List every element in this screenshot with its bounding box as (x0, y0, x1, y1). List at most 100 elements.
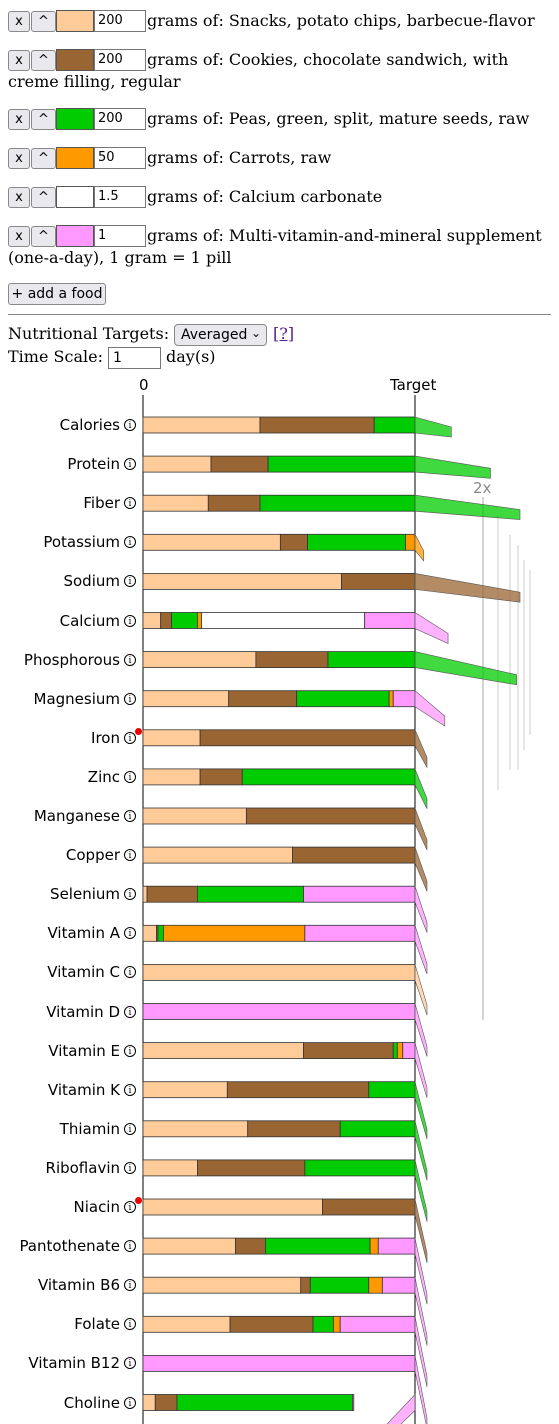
targets-select[interactable]: Averaged ⌄ (174, 324, 267, 346)
nutrient-label: Vitamin D (46, 1002, 120, 1021)
info-icon[interactable]: i (124, 770, 136, 783)
info-icon[interactable]: i (124, 1201, 136, 1213)
timescale-input[interactable]: 1 (108, 347, 161, 369)
info-icon[interactable]: i (124, 1161, 136, 1174)
info-icon[interactable]: i (124, 536, 136, 549)
info-icon[interactable]: i (124, 810, 136, 822)
bar-segment (377, 1237, 416, 1255)
food-color-swatch[interactable] (56, 108, 94, 130)
bar-segment (339, 1120, 416, 1138)
move-up-button[interactable]: ^ (31, 109, 56, 130)
bar-overflow-wedge (414, 1277, 428, 1346)
food-amount-input[interactable]: 50 (94, 147, 146, 169)
bar-overflow-wedge (414, 573, 521, 603)
bar-segment (199, 729, 416, 747)
info-icon[interactable]: i (124, 419, 136, 431)
bar-segment (352, 1394, 355, 1411)
food-amount-input[interactable]: 1 (94, 225, 146, 247)
divider (8, 314, 551, 315)
bar-segment (196, 612, 202, 629)
bar-segment (369, 1237, 379, 1255)
food-amount-input[interactable]: 200 (94, 108, 146, 130)
remove-food-button[interactable]: x (8, 50, 30, 71)
info-icon[interactable]: i (124, 1005, 136, 1018)
bar-segment (142, 573, 342, 590)
move-up-button[interactable]: ^ (31, 50, 56, 71)
food-color-swatch[interactable] (56, 49, 94, 71)
bar-segment (142, 1276, 302, 1294)
info-icon[interactable]: i (124, 1044, 136, 1057)
info-icon[interactable]: i (124, 1357, 136, 1370)
info-icon[interactable]: i (124, 1318, 136, 1331)
food-color-swatch[interactable] (56, 147, 94, 169)
info-icon[interactable]: i (124, 1083, 136, 1096)
remove-food-button[interactable]: x (8, 148, 30, 169)
move-up-button[interactable]: ^ (31, 226, 56, 247)
food-label: grams of: Peas, green, split, mature see… (147, 109, 530, 128)
remove-food-button[interactable]: x (8, 109, 30, 130)
info-icon[interactable]: i (124, 575, 136, 588)
food-color-swatch[interactable] (56, 186, 94, 208)
axis-target-label: Target (390, 376, 437, 394)
info-icon[interactable]: i (124, 1396, 136, 1409)
nutrient-label: Calcium (59, 611, 120, 630)
info-icon[interactable]: i (124, 692, 136, 705)
bar-segment (201, 612, 366, 629)
bar-segment (304, 924, 416, 942)
help-link[interactable]: [?] (273, 324, 295, 343)
bar-overflow-wedge (414, 1120, 428, 1181)
bar-segment (154, 1394, 178, 1411)
move-up-button[interactable]: ^ (31, 11, 56, 32)
nutrient-label: Selenium (50, 885, 120, 904)
bar-overflow-wedge (414, 886, 428, 933)
bar-overflow-wedge (414, 611, 449, 644)
info-icon[interactable]: i (124, 731, 136, 744)
bar-overflow-wedge (414, 807, 428, 851)
food-amount-input[interactable]: 200 (94, 10, 146, 32)
bar-segment (381, 1276, 416, 1294)
bar-segment (368, 1081, 416, 1099)
bar-segment (142, 651, 257, 668)
add-food-button[interactable]: + add a food (8, 283, 106, 305)
remove-food-button[interactable]: x (8, 226, 30, 247)
food-color-swatch[interactable] (56, 225, 94, 247)
bar-overflow-wedge (414, 729, 428, 769)
bar-segment (142, 768, 201, 786)
info-icon[interactable]: i (124, 966, 136, 979)
info-icon[interactable]: i (124, 497, 136, 510)
food-color-swatch[interactable] (56, 10, 94, 32)
info-icon[interactable]: i (124, 1240, 136, 1253)
remove-food-button[interactable]: x (8, 11, 30, 32)
food-label: grams of: Multi-vitamin-and-mineral supp… (147, 226, 542, 245)
axis-2x-label: 2x (473, 479, 492, 497)
bar-segment (259, 416, 375, 434)
bar-segment (241, 768, 416, 786)
bar-segment (142, 1237, 236, 1255)
bar-segment (388, 690, 394, 708)
info-icon[interactable]: i (124, 1279, 136, 1292)
food-amount-input[interactable]: 200 (94, 49, 146, 71)
bar-overflow-wedge (414, 1003, 428, 1057)
bar-segment (279, 533, 308, 551)
move-up-button[interactable]: ^ (31, 148, 56, 169)
nutrient-label: Zinc (87, 767, 120, 786)
bar-overflow-wedge (414, 964, 428, 1016)
nutrient-label: Riboflavin (45, 1158, 120, 1177)
move-up-button[interactable]: ^ (31, 187, 56, 208)
bar-segment (196, 885, 304, 903)
bar-segment (146, 885, 198, 903)
info-icon[interactable]: i (124, 927, 136, 940)
bar-segment (142, 1159, 198, 1177)
nutrient-label: Vitamin K (47, 1080, 120, 1099)
bar-segment (142, 1355, 416, 1372)
info-icon[interactable]: i (124, 1122, 136, 1135)
remove-food-button[interactable]: x (8, 187, 30, 208)
info-icon[interactable]: i (124, 653, 136, 666)
food-amount-input[interactable]: 1.5 (94, 186, 146, 208)
info-icon[interactable]: i (124, 849, 136, 862)
bar-overflow-wedge (414, 1316, 428, 1387)
info-icon[interactable]: i (124, 888, 136, 901)
bar-segment (292, 846, 416, 864)
info-icon[interactable]: i (124, 614, 136, 627)
info-icon[interactable]: i (124, 458, 136, 471)
